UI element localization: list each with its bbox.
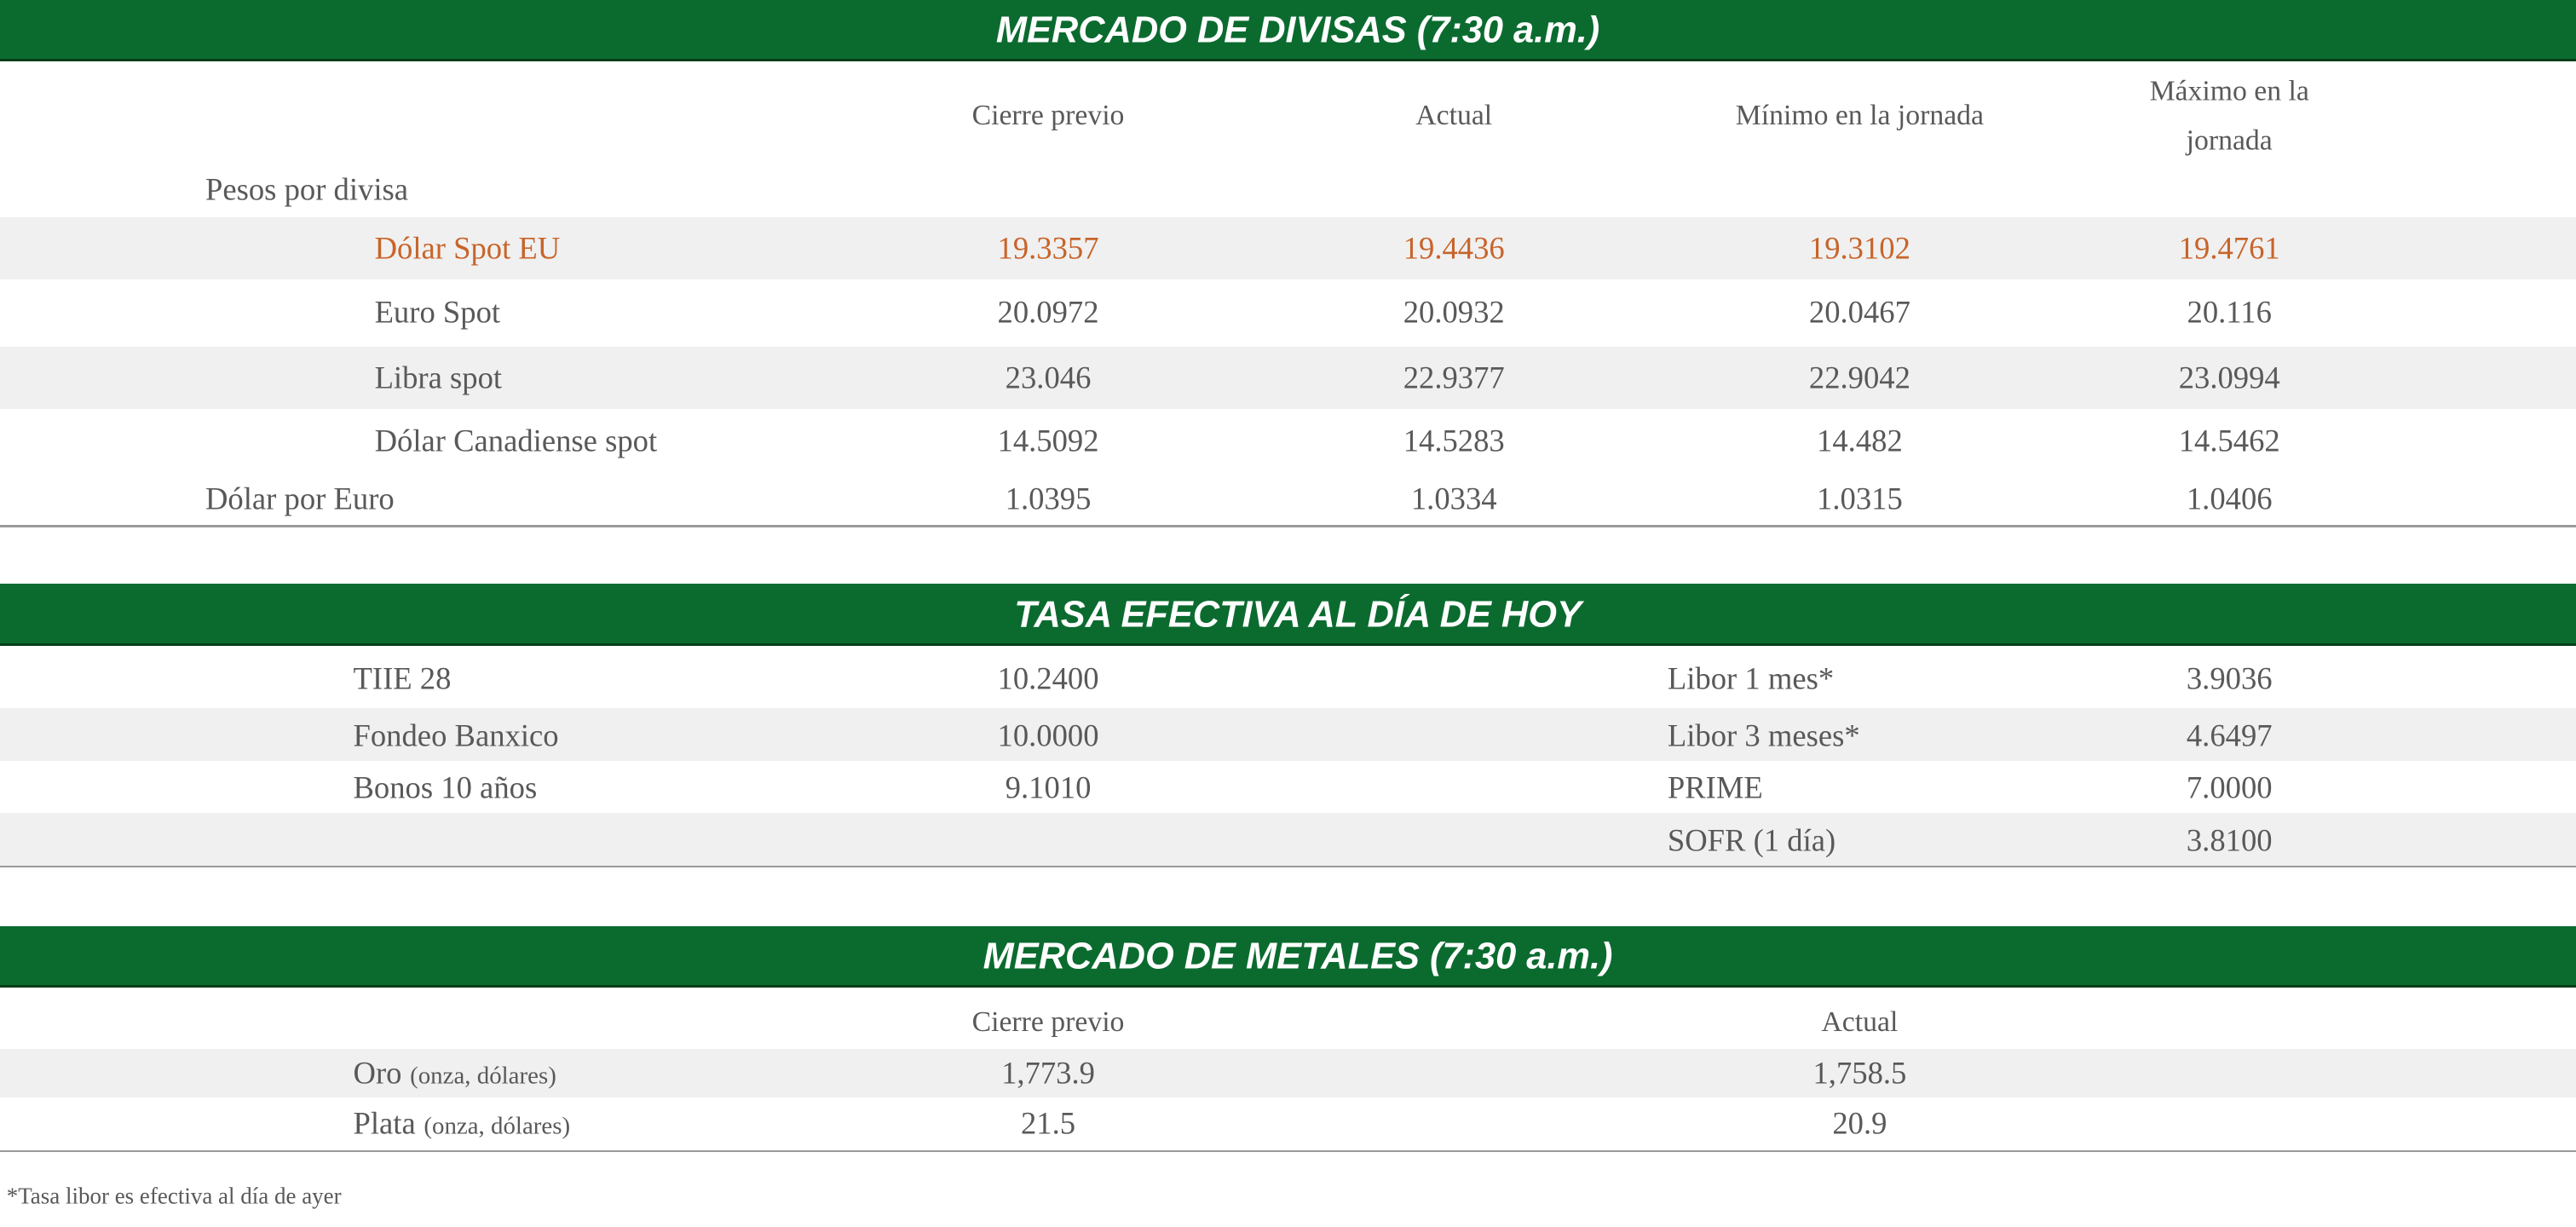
cell-value: 1.0406 — [2186, 481, 2273, 516]
metal-unit: (onza, dólares) — [424, 1112, 571, 1140]
divider — [0, 865, 2576, 867]
metal-value: 21.5 — [1020, 1105, 1076, 1141]
rate-value: 4.6497 — [2186, 717, 2273, 753]
cell-value: 14.5462 — [2178, 423, 2280, 459]
rate-value: 3.8100 — [2186, 822, 2273, 858]
cell-value: 22.9042 — [1808, 360, 1910, 395]
rate-label: Libor 3 meses* — [1667, 717, 1860, 753]
section-header — [0, 584, 2576, 646]
cell-value: 14.482 — [1817, 423, 1903, 459]
cell-value: 1.0315 — [1817, 481, 1903, 516]
row-stripe — [0, 708, 2576, 761]
row-stripe — [0, 347, 2576, 409]
row-label: Dólar Spot EU — [374, 230, 561, 266]
metal-value: 20.9 — [1832, 1105, 1887, 1141]
cell-value: 14.5092 — [997, 423, 1099, 459]
row-label: Euro Spot — [374, 294, 501, 330]
section-title: MERCADO DE DIVISAS (7:30 a.m.) — [995, 9, 1600, 51]
metal-value: 1,758.5 — [1812, 1055, 1907, 1091]
cell-value: 20.0972 — [997, 294, 1099, 330]
cell-value: 20.116 — [2187, 294, 2272, 330]
section-header — [0, 925, 2576, 988]
column-header: Cierre previo — [971, 1006, 1125, 1039]
column-header: Actual — [1415, 100, 1493, 132]
rate-label: Libor 1 mes* — [1667, 660, 1835, 696]
section-title: MERCADO DE METALES (7:30 a.m.) — [983, 936, 1613, 977]
metal-name: Oro — [353, 1055, 402, 1091]
rate-label: Fondeo Banxico — [353, 717, 559, 753]
cell-value: 14.5283 — [1403, 423, 1505, 459]
metal-name: Plata — [353, 1105, 416, 1141]
cell-value: 19.3102 — [1808, 230, 1910, 266]
column-header: Actual — [1821, 1006, 1899, 1039]
row-label: Libra spot — [374, 360, 503, 395]
cell-value: 1.0395 — [1005, 481, 1092, 516]
cell-value: 1.0334 — [1410, 481, 1497, 516]
cell-value: 20.0467 — [1808, 294, 1910, 330]
footnote: *Tasa libor es efectiva al día de ayer — [6, 1183, 342, 1209]
rate-value: 9.1010 — [1005, 770, 1092, 806]
section-title: TASA EFECTIVA AL DÍA DE HOY — [1014, 594, 1582, 636]
metal-unit: (onza, dólares) — [410, 1062, 556, 1090]
rate-value: 10.2400 — [997, 660, 1099, 696]
column-header: Cierre previo — [971, 100, 1125, 132]
rate-label: SOFR (1 día) — [1667, 822, 1836, 858]
cell-value: 20.0932 — [1403, 294, 1505, 330]
row-label: Dólar por Euro — [205, 481, 395, 516]
column-header: Máximo en la jornada — [2149, 75, 2309, 157]
rate-label: Bonos 10 años — [353, 770, 538, 806]
rate-value: 3.9036 — [2186, 660, 2273, 696]
metal-label: Oro (onza, dólares) — [354, 1057, 556, 1089]
cell-value: 22.9377 — [1403, 360, 1505, 395]
cell-value: 23.046 — [1005, 360, 1092, 395]
metal-label: Plata (onza, dólares) — [353, 1105, 571, 1141]
metal-value: 1,773.9 — [1001, 1055, 1095, 1091]
row-stripe — [0, 1048, 2576, 1098]
rate-label: TIIE 28 — [353, 660, 452, 696]
row-stripe — [0, 217, 2576, 280]
rate-label: PRIME — [1667, 770, 1763, 806]
cell-value: 19.4436 — [1403, 230, 1505, 266]
divider — [0, 525, 2576, 527]
cell-value: 23.0994 — [2178, 360, 2280, 395]
rate-value: 10.0000 — [997, 717, 1099, 753]
rate-value: 7.0000 — [2186, 770, 2273, 806]
cell-value: 19.4761 — [2178, 230, 2280, 266]
divider — [0, 1149, 2576, 1153]
row-label: Dólar Canadiense spot — [374, 423, 658, 459]
column-header: Mínimo en la jornada — [1735, 100, 1985, 132]
cell-value: 19.3357 — [997, 230, 1099, 266]
section-header — [0, 0, 2576, 62]
row-stripe — [0, 813, 2576, 866]
group-label: Pesos por divisa — [205, 171, 409, 207]
